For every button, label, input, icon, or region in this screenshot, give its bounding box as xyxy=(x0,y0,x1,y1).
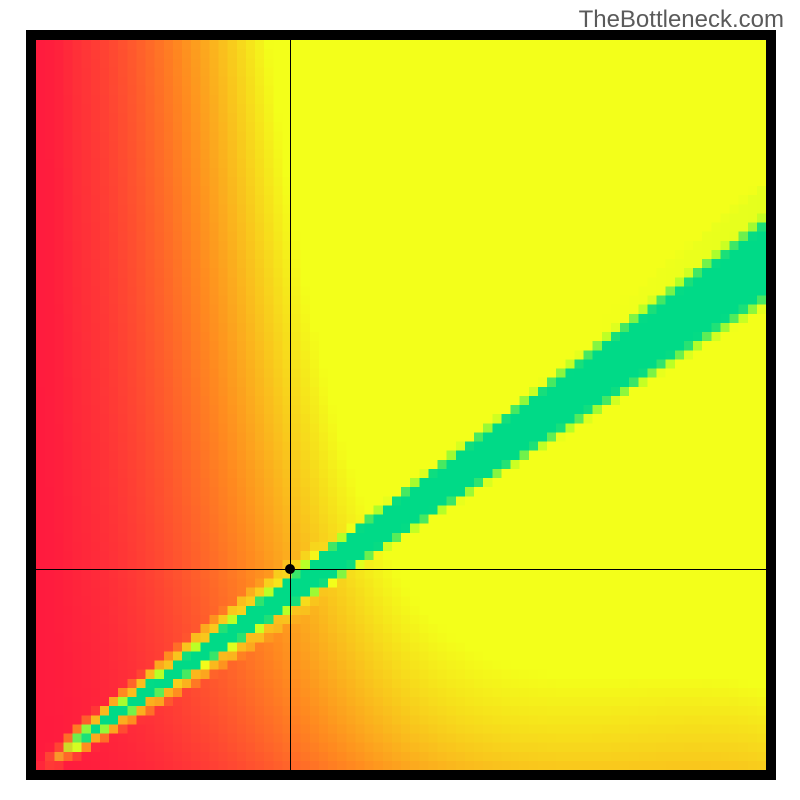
chart-container: TheBottleneck.com xyxy=(0,0,800,800)
crosshair-marker xyxy=(285,564,295,574)
crosshair-vertical xyxy=(290,40,291,770)
crosshair-horizontal xyxy=(36,569,766,570)
heatmap-canvas xyxy=(36,40,766,770)
plot-area xyxy=(26,30,776,780)
